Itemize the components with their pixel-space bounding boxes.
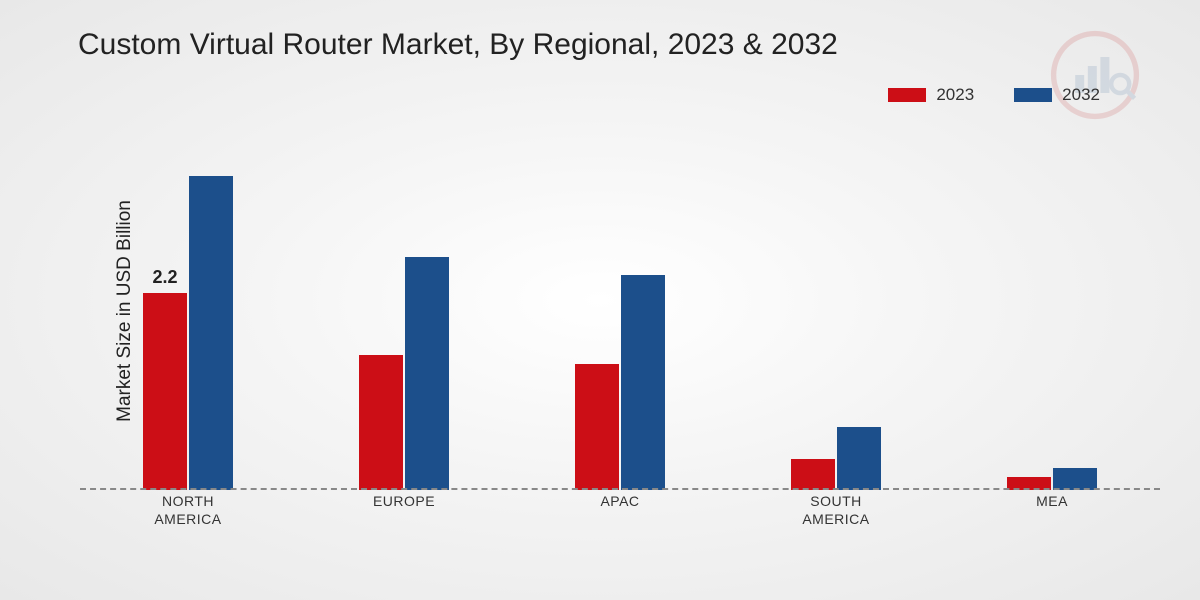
bar-2023 xyxy=(359,355,403,490)
x-axis-label: NORTHAMERICA xyxy=(123,492,253,528)
baseline xyxy=(80,488,1160,490)
legend-label-2032: 2032 xyxy=(1062,85,1100,105)
x-axis-labels: NORTHAMERICA EUROPE APAC SOUTHAMERICA MEA xyxy=(80,492,1160,528)
bar-group xyxy=(987,468,1117,490)
bar-2032 xyxy=(621,275,665,490)
bar-2032 xyxy=(837,427,881,490)
legend-swatch-2032 xyxy=(1014,88,1052,102)
x-axis-label: APAC xyxy=(555,492,685,528)
x-axis-label: SOUTHAMERICA xyxy=(771,492,901,528)
legend-item-2023: 2023 xyxy=(888,85,974,105)
bars-container: 2.2 xyxy=(80,140,1160,490)
bar-2023 xyxy=(791,459,835,490)
legend-swatch-2023 xyxy=(888,88,926,102)
x-axis-label: MEA xyxy=(987,492,1117,528)
bar-2023 xyxy=(575,364,619,490)
data-label: 2.2 xyxy=(152,267,177,288)
bar-2023: 2.2 xyxy=(143,293,187,490)
legend-item-2032: 2032 xyxy=(1014,85,1100,105)
bar-2032 xyxy=(1053,468,1097,490)
legend-label-2023: 2023 xyxy=(936,85,974,105)
bar-group xyxy=(555,275,685,490)
legend: 2023 2032 xyxy=(888,85,1100,105)
chart-title: Custom Virtual Router Market, By Regiona… xyxy=(78,28,838,62)
bar-2032 xyxy=(405,257,449,490)
chart-area: 2.2 NORTHAMERICAEUROPEAPACSOUTHAMERICAME… xyxy=(80,140,1160,520)
x-axis-label: EUROPE xyxy=(339,492,469,528)
bar-group: 2.2 xyxy=(123,176,253,490)
bar-2032 xyxy=(189,176,233,490)
bar-group xyxy=(339,257,469,490)
watermark-logo xyxy=(1050,30,1140,120)
bar-group xyxy=(771,427,901,490)
